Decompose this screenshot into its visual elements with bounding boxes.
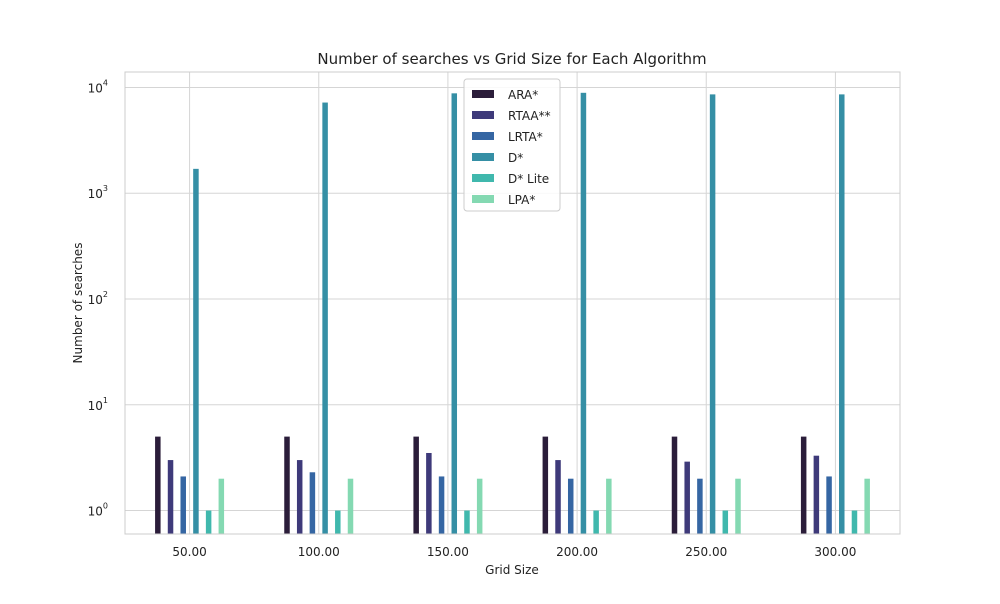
y-tick-label: 103 bbox=[88, 184, 108, 201]
bar bbox=[697, 478, 703, 534]
plot-frame bbox=[124, 71, 901, 535]
x-tick-labels: 50.00 100.00 150.00 200.00 250.00 300.00 bbox=[172, 545, 856, 559]
y-tick-label: 101 bbox=[88, 396, 108, 413]
legend-swatch bbox=[472, 111, 494, 119]
x-tick-label: 50.00 bbox=[172, 545, 206, 559]
bar bbox=[426, 452, 432, 534]
x-tick-label: 150.00 bbox=[427, 545, 469, 559]
bar bbox=[684, 461, 690, 534]
bar bbox=[476, 478, 483, 534]
bar bbox=[464, 510, 470, 534]
bar bbox=[284, 436, 290, 534]
bar bbox=[205, 510, 212, 534]
bar bbox=[851, 510, 858, 534]
bar bbox=[555, 460, 561, 534]
bar bbox=[709, 94, 716, 534]
y-tick-label: 100 bbox=[88, 502, 108, 519]
bar bbox=[309, 472, 316, 534]
bar bbox=[722, 510, 729, 534]
bar bbox=[451, 93, 458, 534]
bar bbox=[580, 92, 587, 534]
bar bbox=[218, 478, 225, 534]
legend-swatch bbox=[472, 153, 494, 161]
y-tick-label: 102 bbox=[88, 290, 108, 307]
chart-title: Number of searches vs Grid Size for Each… bbox=[317, 50, 706, 68]
bar bbox=[813, 455, 820, 534]
legend: ARA* RTAA** LRTA* D* D* Lite LPA* bbox=[463, 78, 561, 212]
bar bbox=[347, 478, 354, 534]
legend-label: LPA* bbox=[508, 193, 535, 207]
legend-label: RTAA** bbox=[508, 109, 551, 123]
bar bbox=[839, 94, 845, 534]
legend-label: D* bbox=[508, 151, 523, 165]
bar bbox=[413, 436, 419, 534]
y-tick-labels: 100 101 102 103 104 bbox=[88, 78, 108, 518]
bar bbox=[593, 510, 599, 534]
legend-label: D* Lite bbox=[508, 172, 549, 186]
x-tick-label: 100.00 bbox=[298, 545, 340, 559]
bar bbox=[167, 460, 174, 534]
bar bbox=[800, 436, 807, 534]
legend-swatch bbox=[472, 90, 494, 98]
bar bbox=[542, 436, 549, 534]
bar bbox=[296, 460, 303, 534]
legend-label: ARA* bbox=[508, 88, 538, 102]
x-tick-label: 250.00 bbox=[685, 545, 727, 559]
legend-label: LRTA* bbox=[508, 130, 543, 144]
bar bbox=[335, 510, 341, 534]
bar bbox=[438, 476, 445, 534]
bar bbox=[671, 436, 678, 534]
bars-layer bbox=[155, 92, 870, 535]
bar bbox=[322, 102, 328, 535]
y-tick-label: 104 bbox=[88, 78, 108, 95]
bar bbox=[155, 436, 161, 534]
x-tick-label: 200.00 bbox=[556, 545, 598, 559]
bar bbox=[864, 478, 870, 534]
bar bbox=[826, 476, 832, 534]
legend-swatch bbox=[472, 174, 494, 182]
legend-swatch bbox=[472, 132, 494, 140]
bar bbox=[180, 476, 186, 534]
y-axis-label: Number of searches bbox=[71, 243, 85, 364]
bar bbox=[193, 168, 199, 534]
bar bbox=[606, 478, 612, 534]
x-axis-label: Grid Size bbox=[485, 563, 539, 577]
x-tick-label: 300.00 bbox=[814, 545, 856, 559]
bar bbox=[735, 478, 741, 534]
legend-swatch bbox=[472, 195, 494, 203]
bar bbox=[567, 478, 574, 534]
